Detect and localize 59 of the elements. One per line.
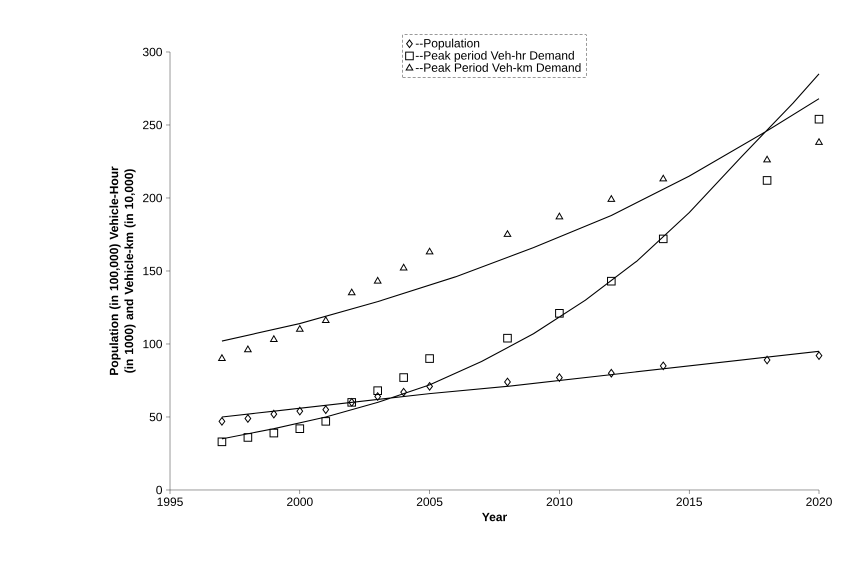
y-tick-label: 200: [143, 194, 162, 202]
point: [348, 288, 356, 296]
point: [374, 392, 382, 401]
y-tick-label: 250: [143, 120, 162, 130]
x-tick-label: 2000: [287, 498, 313, 506]
point: [270, 428, 278, 438]
point: [399, 373, 408, 382]
point: [504, 230, 512, 237]
point: [555, 309, 564, 318]
x-tick-label: 2020: [806, 498, 832, 506]
point: [244, 414, 252, 423]
point: [244, 433, 252, 442]
point: [763, 156, 771, 162]
legend-label: --Peak period Veh-hr Demand: [416, 50, 574, 62]
point: [322, 405, 330, 414]
point: [374, 276, 382, 284]
y-tick-label: 150: [143, 266, 162, 276]
point: [218, 438, 226, 446]
point: [815, 138, 823, 145]
y-tick-label: 100: [143, 340, 162, 348]
x-axis-title: Year: [482, 512, 507, 522]
point: [762, 176, 772, 185]
point: [608, 368, 615, 378]
point: [400, 264, 408, 270]
point: [296, 406, 304, 416]
legend-label: --Peak Period Veh-km Demand: [416, 63, 581, 72]
point: [373, 386, 382, 396]
point: [218, 354, 226, 361]
y-axis-title: Population (in 100,000) Vehicle-Hour (in 1000) and Vehicle-km (in 10,000): [109, 166, 136, 375]
y-tick-label: 300: [142, 48, 162, 56]
x-tick-label: 1995: [158, 498, 183, 506]
point: [321, 417, 330, 426]
point: [296, 424, 304, 433]
point: [608, 195, 616, 202]
point: [658, 234, 668, 244]
x-tick-label: 2005: [416, 498, 442, 506]
y-tick-label: 50: [150, 412, 162, 422]
y-tick-label: 0: [156, 486, 162, 494]
point: [296, 325, 304, 332]
point: [503, 334, 512, 342]
point: [556, 212, 564, 220]
point: [426, 248, 434, 254]
point: [322, 316, 330, 324]
point: [764, 356, 770, 364]
point: [607, 276, 616, 286]
x-tick-label: 2010: [546, 498, 572, 506]
point: [270, 410, 278, 418]
point: [660, 362, 667, 370]
point: [425, 354, 434, 363]
point: [659, 174, 668, 182]
point: [504, 378, 511, 386]
point: [400, 388, 407, 396]
point: [426, 382, 433, 391]
legend-label: --Population: [416, 38, 480, 50]
point: [814, 114, 824, 124]
point: [556, 373, 563, 382]
point: [244, 346, 252, 352]
x-tick-label: 2015: [676, 498, 702, 506]
point: [270, 335, 278, 342]
